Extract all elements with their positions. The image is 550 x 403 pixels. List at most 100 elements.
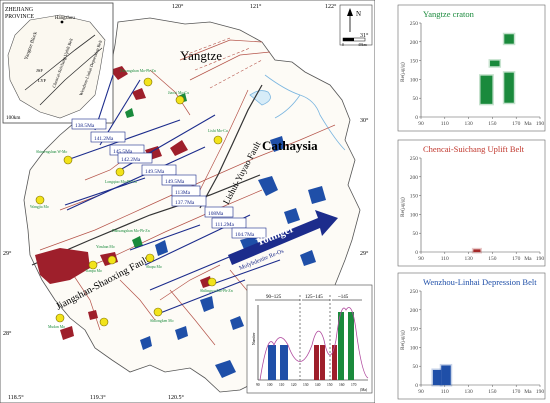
y-tick-label: 200 bbox=[410, 40, 419, 46]
fault-dashed bbox=[184, 37, 263, 89]
chart-frame bbox=[397, 139, 546, 267]
x-tick-label: 170 bbox=[512, 121, 521, 127]
y-tick-label: 50 bbox=[413, 96, 419, 102]
x-tick-label: 170 bbox=[512, 256, 521, 262]
x-tick-label: 90 bbox=[418, 121, 424, 127]
y-tick-label: 250 bbox=[410, 156, 419, 162]
svg-text:104.7Ma: 104.7Ma bbox=[235, 232, 255, 238]
bar-halo bbox=[502, 71, 516, 105]
y-tick-label: 150 bbox=[410, 194, 419, 200]
age-box-7: 113Ma bbox=[171, 185, 201, 197]
y-tick-label: 200 bbox=[410, 308, 419, 314]
age-box-10: 111.2Ma bbox=[211, 217, 247, 229]
bar-halo bbox=[502, 32, 516, 46]
hist-y-label: Number bbox=[252, 332, 256, 345]
lishui-yuyao-fault bbox=[199, 84, 263, 209]
geologic-map: ZHEJIANG PROVINCE Hangzhou Yangtze Block… bbox=[0, 0, 375, 403]
hist-tick-110: 110 bbox=[279, 383, 284, 387]
deposit-label-dahuangshan: Dahuangshan Mo-Pb-Zn bbox=[112, 229, 150, 233]
hist-tick-140: 140 bbox=[315, 383, 321, 387]
x-axis-label: Ma bbox=[524, 256, 532, 262]
svg-text:145.5Ma: 145.5Ma bbox=[113, 149, 133, 155]
region-cathaysia: Cathaysia bbox=[262, 138, 318, 153]
age-box-8: 137.7Ma bbox=[171, 195, 207, 207]
data-bar bbox=[490, 60, 500, 67]
age-box-5: 149.5Ma bbox=[141, 164, 177, 176]
x-tick-label: 130 bbox=[464, 256, 473, 262]
y-tick-label: 50 bbox=[413, 231, 419, 237]
hist-tick-160: 160 bbox=[339, 383, 345, 387]
deposit-label-shimengshan: Shimengshan W-Mo bbox=[36, 150, 67, 154]
deposit-label-longqiao: Longqiao Mo-Pb-Cu bbox=[105, 180, 137, 184]
x-axis-label: Ma bbox=[524, 121, 532, 127]
hist-tick-120: 120 bbox=[291, 383, 297, 387]
svg-text:108Ma: 108Ma bbox=[208, 211, 224, 217]
y-tick-label: 150 bbox=[410, 327, 419, 333]
x-tick-label: 170 bbox=[512, 389, 521, 395]
deposit-label-tianpu: Tianpu Mo bbox=[85, 269, 102, 273]
inset-province-label: ZHEJIANG bbox=[5, 7, 33, 13]
y-tick-label: 100 bbox=[410, 212, 419, 218]
lat-label-3-right: 29° bbox=[360, 250, 369, 257]
svg-text:137.7Ma: 137.7Ma bbox=[175, 200, 195, 206]
age-box-11: 104.7Ma bbox=[231, 227, 267, 239]
y-tick-label: 250 bbox=[410, 289, 419, 295]
north-label: N bbox=[356, 10, 361, 18]
deposit-label-mudan: Mudan Mo bbox=[48, 325, 65, 329]
scale-bar-distance: 40km bbox=[358, 43, 367, 47]
deposit-label-shilingwu: Shilingwu Mo-Pb-Zn bbox=[200, 289, 233, 293]
hist-tick-100: 100 bbox=[267, 383, 273, 387]
jiangshan-shaoxing-fault bbox=[31, 174, 261, 266]
age-box-2: 141.2Ma bbox=[90, 131, 126, 143]
hist-range-1: 90~125 bbox=[266, 295, 282, 300]
y-tick-label: 0 bbox=[415, 383, 418, 389]
hist-range-3: ~145 bbox=[338, 295, 349, 300]
y-tick-label: 0 bbox=[415, 250, 418, 256]
younger-arrow bbox=[228, 210, 338, 265]
deposit-label-dayangshan: Dayangshan Mo-Pb-Zn bbox=[120, 69, 156, 73]
age-box-4: 142.2Ma bbox=[117, 152, 153, 164]
data-bar bbox=[504, 72, 514, 103]
inset-jsf-label: JSF bbox=[36, 68, 43, 73]
lat-label-2: 30° bbox=[360, 117, 369, 124]
svg-text:138.5Ma: 138.5Ma bbox=[75, 123, 95, 129]
inset-city-label: Hangzhou bbox=[55, 16, 75, 21]
lon-label-top-2: 121° bbox=[250, 3, 262, 10]
svg-text:113Ma: 113Ma bbox=[175, 190, 191, 196]
x-tick-label: 110 bbox=[441, 389, 449, 395]
y-tick-label: 100 bbox=[410, 77, 419, 83]
deposit-label-shapu: Shapu Mo bbox=[146, 265, 162, 269]
age-boxes: 138.5Ma 141.2Ma 145.5Ma 142.2Ma 149.5Ma … bbox=[71, 118, 267, 239]
inset-map bbox=[2, 2, 114, 124]
chart-frame bbox=[397, 4, 546, 132]
hist-x-unit: (Ma) bbox=[360, 388, 368, 392]
chart-panel-2: Chencai-Suichang Uplift Belt 0 50 100 150 200… bbox=[397, 139, 546, 267]
x-tick-label: 110 bbox=[441, 121, 449, 127]
chart-frame bbox=[397, 272, 546, 400]
lat-label-1: 31° bbox=[360, 32, 369, 39]
age-box-1: 138.5Ma bbox=[71, 118, 107, 130]
hist-tick-170: 170 bbox=[351, 383, 357, 387]
scale-bar-zero: 0 bbox=[342, 43, 344, 47]
north-arrow bbox=[339, 4, 373, 46]
lat-label-4: 28° bbox=[3, 330, 12, 337]
svg-text:111.2Ma: 111.2Ma bbox=[215, 222, 235, 228]
age-histogram bbox=[246, 284, 373, 394]
x-tick-label: 130 bbox=[464, 121, 473, 127]
svg-text:149.5Ma: 149.5Ma bbox=[145, 169, 165, 175]
chart-title: Chencai-Suichang Uplift Belt bbox=[423, 144, 525, 154]
y-tick-label: 150 bbox=[410, 59, 419, 65]
inset-province-label-2: PROVINCE bbox=[5, 14, 34, 20]
hist-tick-150: 150 bbox=[327, 383, 333, 387]
lon-label-bottom-2: 119.3° bbox=[90, 394, 106, 401]
lat-label-3: 29° bbox=[3, 250, 12, 257]
data-bar bbox=[480, 75, 493, 104]
age-box-6: 149.5Ma bbox=[161, 174, 197, 186]
svg-text:141.2Ma: 141.2Ma bbox=[94, 136, 114, 142]
x-tick-label: 90 bbox=[418, 256, 424, 262]
x-tick-label: 190 bbox=[536, 121, 545, 127]
x-tick-label: 150 bbox=[488, 389, 497, 395]
data-bar bbox=[432, 369, 442, 385]
deposit-label-wangjia: Wangjia Mo bbox=[30, 205, 49, 209]
y-tick-label: 100 bbox=[410, 345, 419, 351]
